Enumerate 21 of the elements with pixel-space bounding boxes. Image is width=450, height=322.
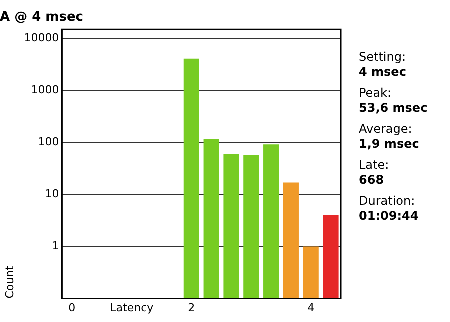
y-axis-title: Count (3, 265, 16, 299)
y-tick-label: 100 (38, 136, 60, 149)
y-tick-label: 1 (52, 240, 60, 253)
y-tick-label: 10000 (24, 32, 60, 45)
text: Late: (359, 158, 390, 173)
x-tick-label: 0 (68, 301, 76, 314)
text: 01:09:44 (359, 209, 420, 224)
text: Setting: (359, 50, 408, 65)
text: Peak: (359, 86, 393, 101)
x-tick-label: 4 (308, 301, 315, 314)
chart-title: A @ 4 msec (0, 10, 84, 26)
y-tick-label: 10 (45, 188, 60, 201)
text: 4 msec (359, 65, 408, 80)
text: Duration: (359, 194, 416, 209)
y-tick-label: 1000 (31, 84, 60, 97)
x-tick-label: 2 (188, 301, 196, 314)
text: 1,9 msec (359, 137, 420, 152)
text: 53,6 msec (359, 101, 428, 116)
text: 668 (359, 173, 386, 188)
x-tick-label: Latency (110, 301, 154, 314)
text: Average: (359, 122, 414, 137)
